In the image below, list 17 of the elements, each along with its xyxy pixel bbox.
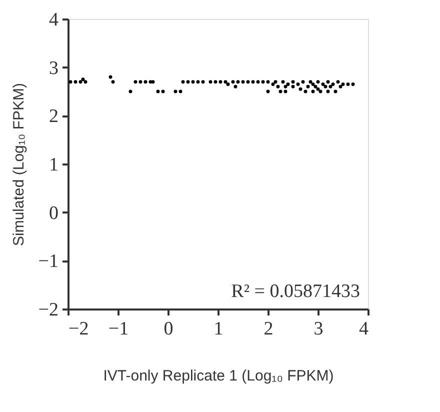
annotation: R² = 0.05871433 [231,281,360,302]
y-axis-title: Simulated (Log₁₀ FPKM) [10,82,28,246]
y-tick-label: 2 [49,106,58,128]
y-tick-label: 3 [49,58,58,79]
x-tick-label: 0 [164,318,174,340]
y-tick-label: 0 [49,202,58,224]
x-tick-label: 2 [264,318,274,340]
x-tick-label: 4 [359,318,369,340]
x-tick-label: −2 [68,318,89,340]
y-tick-label: −2 [38,300,58,320]
y-tick-label: 4 [49,10,59,30]
x-axis-title: IVT-only Replicate 1 (Log₁₀ FPKM) [103,368,334,384]
x-tick-label: −1 [108,318,129,340]
x-tick-label: 3 [314,318,324,340]
y-tick-label: −1 [38,251,58,272]
x-tick-label: 1 [214,318,224,340]
y-tick-label: 1 [49,154,58,176]
